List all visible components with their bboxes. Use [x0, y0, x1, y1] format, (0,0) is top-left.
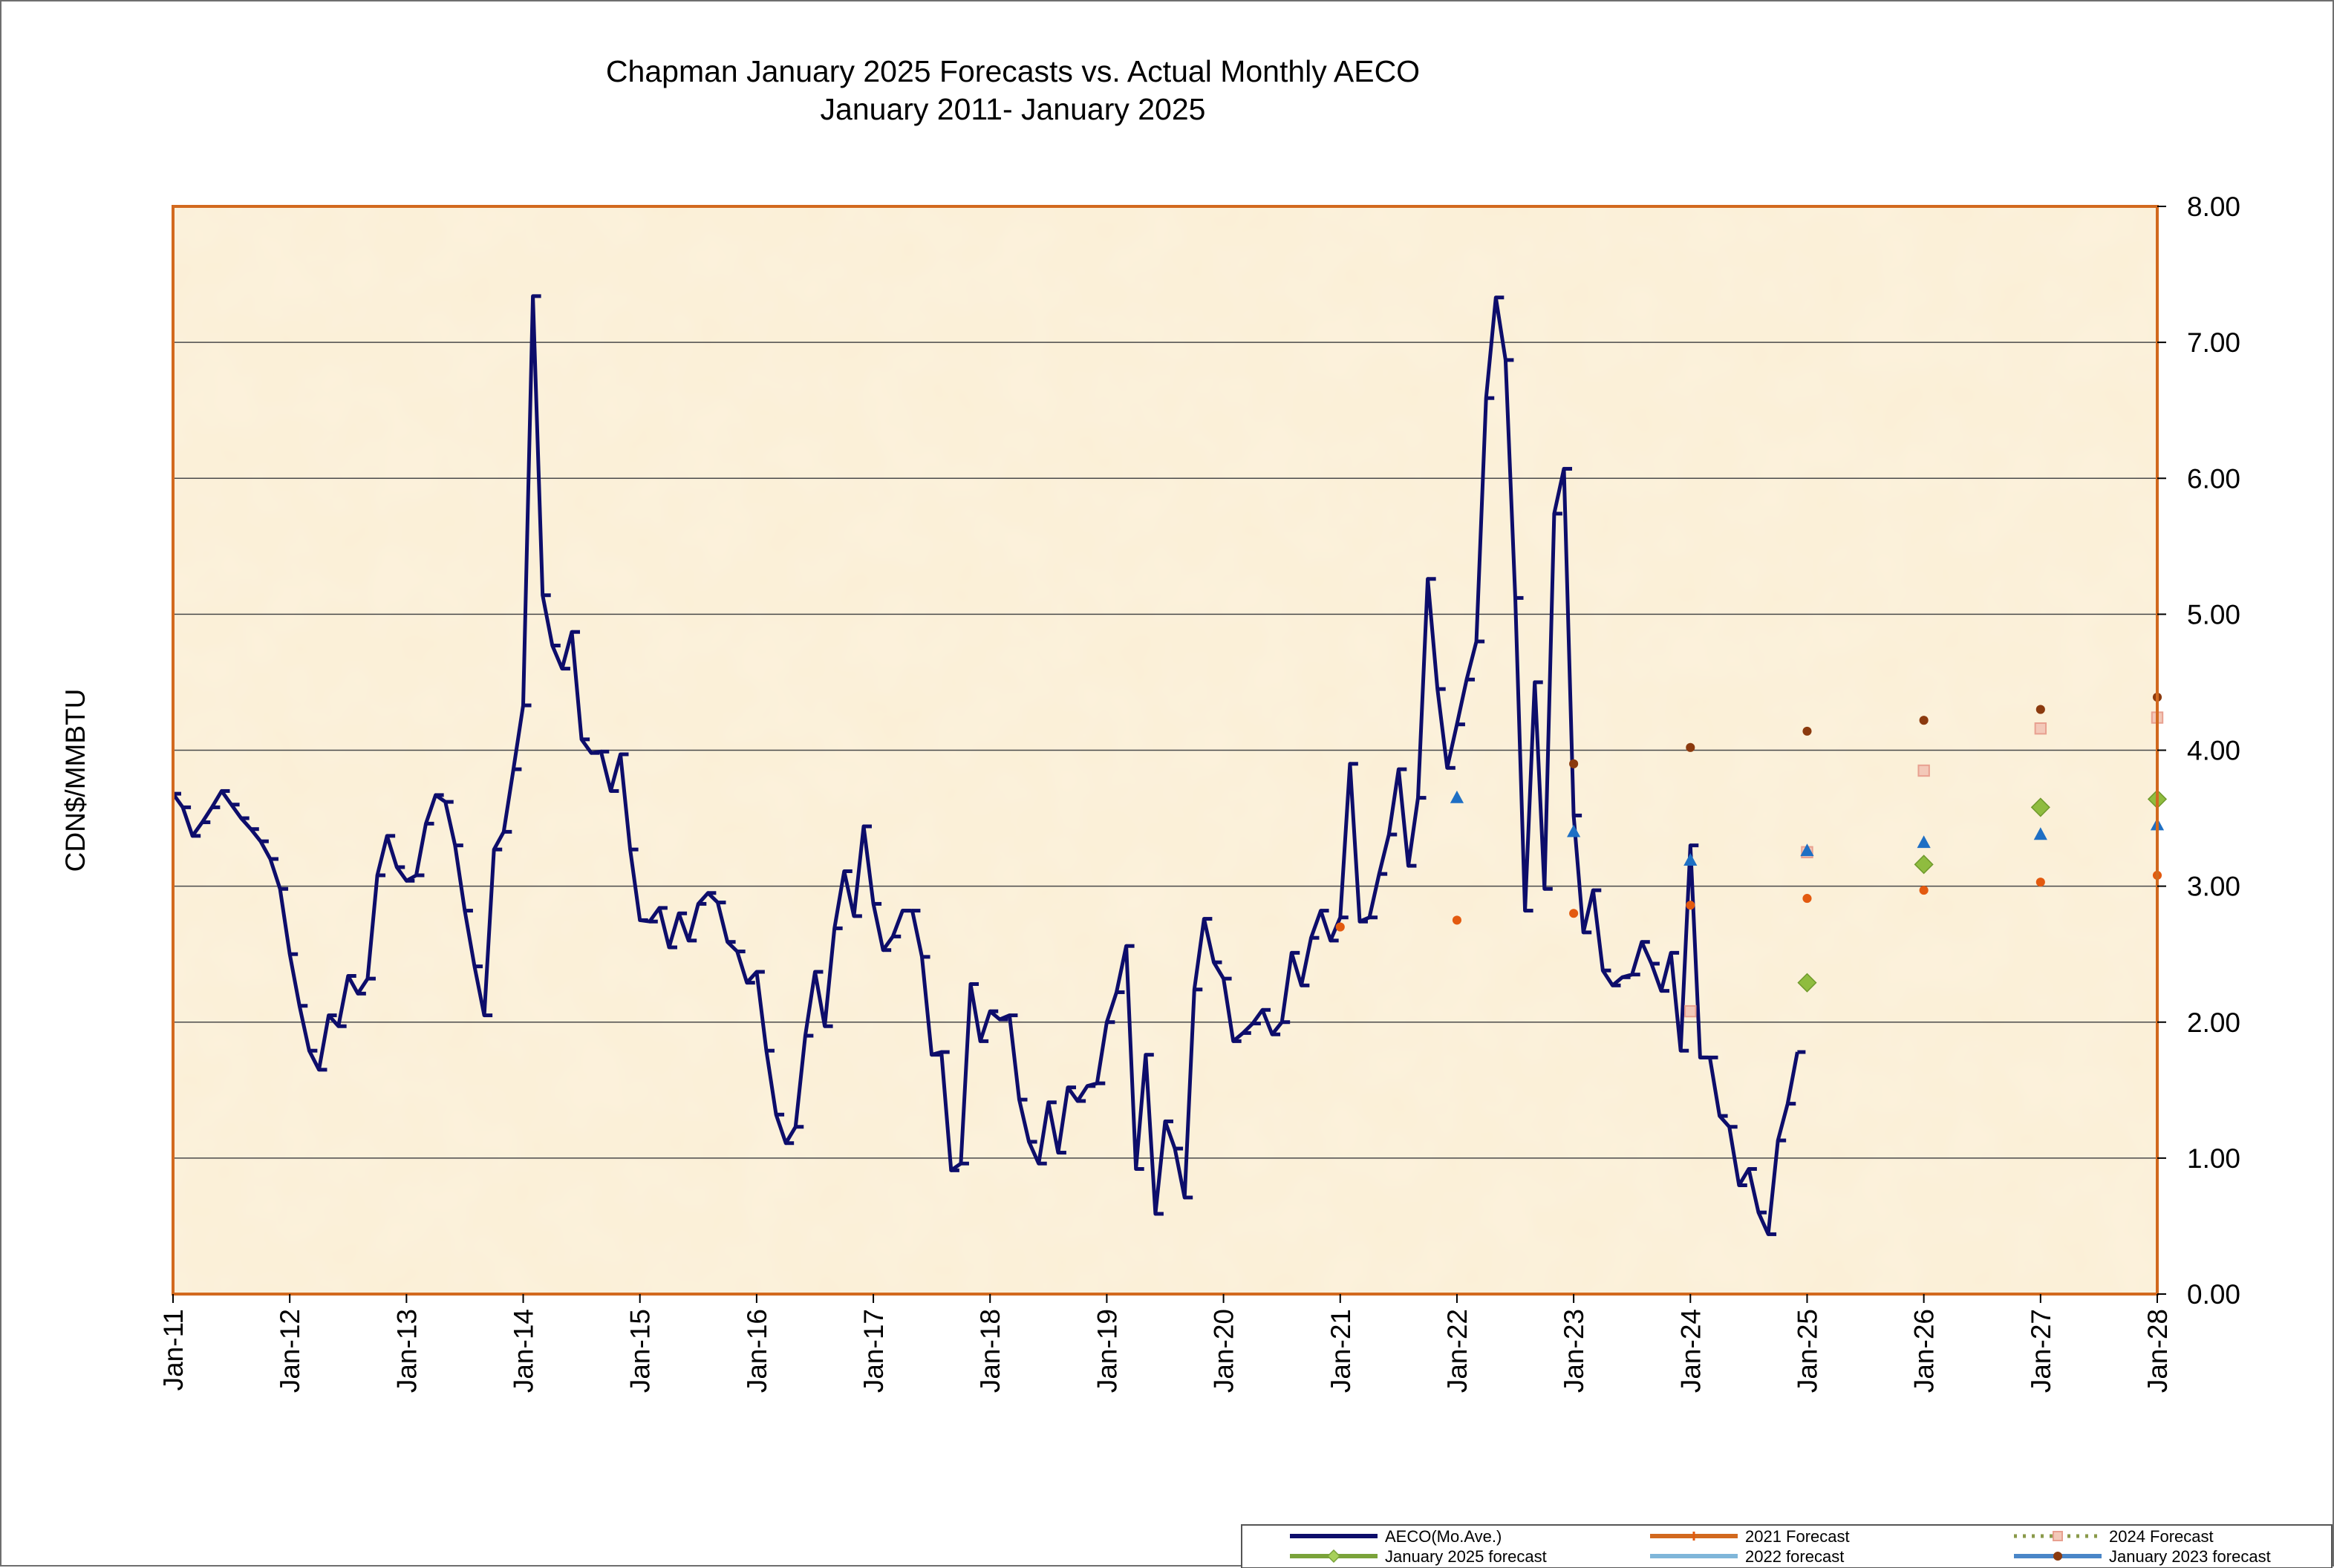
y-axis-title: CDN$/MMBTU [60, 689, 91, 872]
x-tick-label: Jan-18 [975, 1309, 1005, 1393]
forecast-point [1686, 742, 1695, 752]
forecast-point [1802, 894, 1812, 904]
legend-label: AECO(Mo.Ave.) [1385, 1527, 1502, 1546]
forecast-point [1335, 922, 1345, 932]
series-0 [171, 294, 1806, 1236]
aeco-line [171, 294, 1799, 1236]
legend-box [1241, 1524, 2333, 1568]
forecast-point [1919, 886, 1929, 895]
y-tick-label: 4.00 [2187, 736, 2240, 766]
forecast-point [1569, 759, 1579, 768]
y-tick-label: 3.00 [2187, 872, 2240, 902]
x-tick-label: Jan-28 [2142, 1309, 2173, 1393]
forecast-point [1800, 843, 1814, 857]
x-tick-label: Jan-13 [391, 1309, 422, 1393]
x-tick-label: Jan-24 [1675, 1309, 1706, 1393]
forecast-point [1567, 824, 1581, 837]
x-tick-label: Jan-20 [1209, 1309, 1239, 1393]
chart-title: Chapman January 2025 Forecasts vs. Actua… [606, 54, 1420, 88]
legend-label: 2022 forecast [1745, 1547, 1844, 1566]
forecast-point [1802, 726, 1812, 736]
x-tick-label: Jan-12 [275, 1309, 305, 1393]
forecast-point [1917, 835, 1931, 849]
forecast-point [2030, 797, 2050, 817]
x-axis-ticks: Jan-11 Jan-12 Jan-13 Jan-14 Jan-15 Jan-16 Jan-… [158, 1294, 2173, 1393]
legend-label: 2021 Forecast [1745, 1527, 1850, 1546]
forecast-point [2035, 705, 2045, 714]
legend-item: January 2025 forecast [1290, 1547, 1547, 1566]
x-tick-label: Jan-22 [1442, 1309, 1473, 1393]
forecast-point [1686, 901, 1695, 910]
forecast-point [1452, 915, 1461, 925]
forecast-point [2035, 878, 2045, 887]
legend-label: January 2025 forecast [1385, 1547, 1547, 1566]
series-4 [1450, 790, 2165, 866]
y-tick-label: 5.00 [2187, 599, 2240, 630]
x-tick-label: Jan-17 [858, 1309, 889, 1393]
forecast-point [2034, 722, 2047, 735]
forecast-point [1919, 716, 1929, 725]
x-tick-label: Jan-25 [1792, 1309, 1822, 1393]
chart-subtitle: January 2011- January 2025 [821, 92, 1206, 126]
series-layer [171, 294, 2168, 1236]
y-axis-ticks: 0.00 1.00 2.00 3.00 4.00 5.00 6.00 7.00 8.00 [2157, 192, 2240, 1310]
y-tick-label: 7.00 [2187, 327, 2240, 358]
legend-marker [1326, 1549, 1341, 1564]
legend-items: AECO(Mo.Ave.) 2021 Forecast 2024 ForecastJ… [1290, 1527, 2271, 1566]
y-tick-label: 6.00 [2187, 463, 2240, 494]
legend-item: January 2023 forecast [2014, 1547, 2271, 1566]
legend: AECO(Mo.Ave.) 2021 Forecast 2024 ForecastJ… [1241, 1524, 2333, 1568]
series-5 [1569, 693, 2162, 768]
y-tick-label: 2.00 [2187, 1007, 2240, 1038]
x-tick-label: Jan-14 [509, 1309, 539, 1393]
forecast-point [2033, 827, 2047, 840]
y-tick-label: 8.00 [2187, 192, 2240, 222]
x-tick-label: Jan-27 [2026, 1309, 2056, 1393]
forecast-point [1917, 764, 1930, 777]
x-tick-label: Jan-11 [158, 1309, 189, 1391]
forecast-point [1683, 853, 1698, 866]
y-tick-label: 1.00 [2187, 1143, 2240, 1174]
legend-label: 2024 Forecast [2109, 1527, 2214, 1546]
legend-label: January 2023 forecast [2109, 1547, 2271, 1566]
legend-item: 2024 Forecast [2014, 1527, 2214, 1546]
forecast-point [1684, 1004, 1697, 1018]
legend-item: 2022 forecast [1650, 1547, 1844, 1566]
forecast-point [1797, 973, 1817, 993]
forecast-point [1914, 855, 1934, 875]
x-tick-label: Jan-26 [1909, 1309, 1940, 1393]
x-tick-label: Jan-19 [1092, 1309, 1122, 1393]
legend-item: AECO(Mo.Ave.) [1290, 1527, 1502, 1546]
forecast-point [1569, 909, 1579, 918]
gridlines [173, 342, 2157, 1159]
legend-marker [2053, 1552, 2062, 1561]
x-tick-label: Jan-21 [1326, 1309, 1356, 1393]
x-tick-label: Jan-23 [1559, 1309, 1589, 1393]
legend-item: 2021 Forecast [1650, 1527, 1850, 1546]
x-tick-label: Jan-15 [625, 1309, 656, 1393]
forecast-point [1450, 790, 1464, 803]
x-tick-label: Jan-16 [742, 1309, 772, 1393]
y-tick-label: 0.00 [2187, 1279, 2240, 1310]
legend-marker [2053, 1531, 2063, 1541]
